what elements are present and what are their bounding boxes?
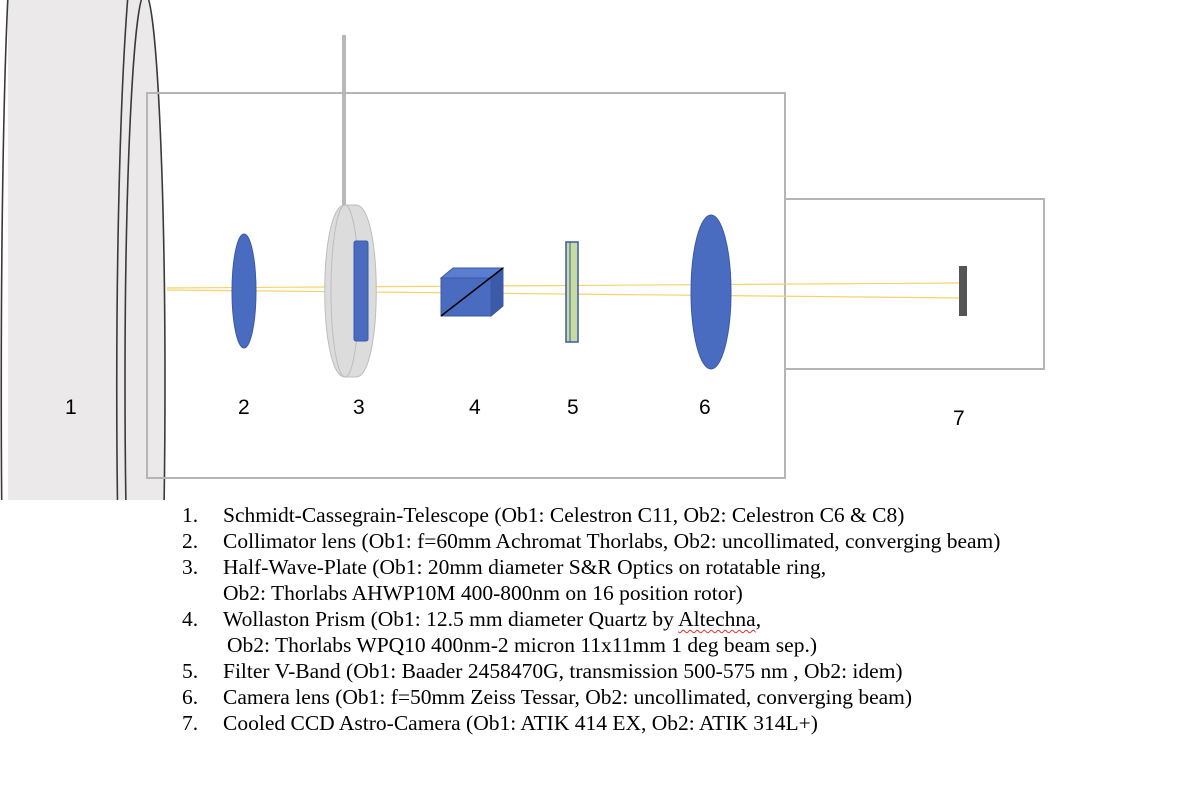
- legend-text: Wollaston Prism (Ob1: 12.5 mm diameter Q…: [223, 607, 679, 631]
- optical-setup-diagram: 1 2 3 4 5 6 7: [0, 0, 1045, 500]
- legend-item: 7. Cooled CCD Astro-Camera (Ob1: ATIK 41…: [182, 710, 1000, 736]
- legend-text: Schmidt-Cassegrain-Telescope (Ob1: Celes…: [223, 503, 905, 527]
- wollaston-prism: [439, 266, 505, 318]
- legend-number: 7.: [182, 711, 199, 735]
- legend-text: Half-Wave-Plate (Ob1: 20mm diameter S&R …: [223, 555, 827, 579]
- collimator-lens: [231, 233, 257, 349]
- legend-text: Collimator lens (Ob1: f=60mm Achromat Th…: [223, 529, 1001, 553]
- legend-text-continued: Ob2: Thorlabs AHWP10M 400-800nm on 16 po…: [223, 581, 743, 605]
- legend-text: Cooled CCD Astro-Camera (Ob1: ATIK 414 E…: [223, 711, 818, 735]
- label-7: 7: [953, 407, 965, 430]
- label-2: 2: [238, 396, 250, 419]
- legend-item: 3. Half-Wave-Plate (Ob1: 20mm diameter S…: [182, 554, 1000, 606]
- legend-number: 3.: [182, 555, 199, 579]
- legend-number: 1.: [182, 503, 199, 527]
- v-band-filter: [565, 241, 579, 343]
- component-legend: 1. Schmidt-Cassegrain-Telescope (Ob1: Ce…: [182, 502, 1000, 736]
- legend-item: 6. Camera lens (Ob1: f=50mm Zeiss Tessar…: [182, 684, 1000, 710]
- spellcheck-marked-word: Altechna: [678, 607, 756, 631]
- label-4: 4: [469, 396, 481, 419]
- legend-text: Camera lens (Ob1: f=50mm Zeiss Tessar, O…: [223, 685, 913, 709]
- light-beam-upper: [166, 282, 963, 289]
- legend-item: 5. Filter V-Band (Ob1: Baader 2458470G, …: [182, 658, 1000, 684]
- label-6: 6: [699, 396, 711, 419]
- legend-text: Filter V-Band (Ob1: Baader 2458470G, tra…: [223, 659, 903, 683]
- legend-text-continued: Ob2: Thorlabs WPQ10 400nm-2 micron 11x11…: [227, 633, 817, 657]
- label-5: 5: [567, 396, 579, 419]
- label-1: 1: [65, 396, 77, 419]
- legend-number: 6.: [182, 685, 199, 709]
- legend-item: 2. Collimator lens (Ob1: f=60mm Achromat…: [182, 528, 1000, 554]
- light-beam-lower: [166, 289, 963, 299]
- legend-number: 4.: [182, 607, 199, 631]
- legend-item: 4. Wollaston Prism (Ob1: 12.5 mm diamete…: [182, 606, 1000, 658]
- legend-number: 2.: [182, 529, 199, 553]
- ccd-sensor: [959, 266, 967, 316]
- camera-lens: [690, 214, 732, 370]
- legend-number: 5.: [182, 659, 199, 683]
- half-wave-plate: [324, 35, 377, 378]
- legend-item: 1. Schmidt-Cassegrain-Telescope (Ob1: Ce…: [182, 502, 1000, 528]
- legend-text-tail: ,: [755, 607, 762, 631]
- label-3: 3: [353, 396, 365, 419]
- telescope-tube: [0, 0, 166, 500]
